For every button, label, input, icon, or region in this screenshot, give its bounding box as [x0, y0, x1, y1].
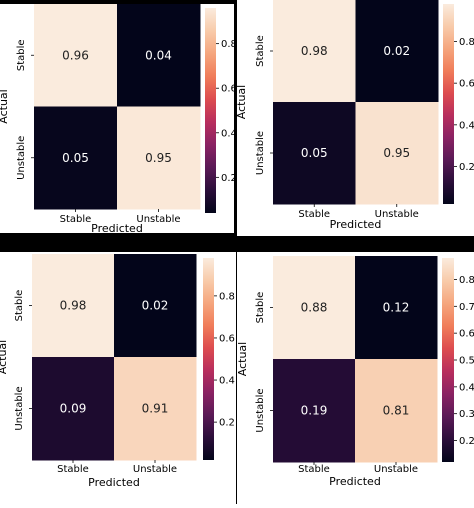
y-tick-label: Unstable	[255, 131, 266, 175]
x-tick-label: Unstable	[375, 209, 419, 220]
heatmap-cell-r1-c0	[273, 359, 356, 463]
x-tick-label: Stable	[298, 464, 330, 475]
colorbar-tick-label: 0.6	[221, 84, 237, 95]
left-panel-bottom-edge	[0, 233, 237, 236]
bottom-vertical-divider	[236, 252, 237, 504]
cell-value-label: 0.05	[62, 151, 89, 165]
cell-value-label: 0.02	[142, 299, 169, 313]
cell-value-label: 0.12	[383, 301, 410, 315]
colorbar-tick-label: 0.4	[459, 382, 474, 393]
heatmap-panel-4: 0.88 0.12 0.19 0.81 Stable Unstable Stable Unst…	[236, 256, 474, 488]
heatmap-cell-r1-c0	[273, 102, 356, 205]
colorbar-tick-label: 0.8	[459, 37, 474, 48]
y-tick-label: Unstable	[16, 136, 27, 180]
top-divider-bar	[0, 0, 236, 4]
x-tick-label: Unstable	[136, 214, 180, 225]
colorbar	[205, 8, 216, 213]
colorbar-tick-label: 0.2	[219, 418, 235, 429]
x-tick-label: Unstable	[374, 464, 418, 475]
x-axis-label: Predicted	[330, 218, 382, 231]
colorbar-tick-label: 0.6	[459, 79, 474, 90]
colorbar-tick-label: 0.2	[459, 162, 474, 173]
colorbar-tick-label: 0.7	[459, 302, 474, 313]
y-tick-label: Unstable	[255, 388, 266, 432]
y-axis-label: Actual	[236, 342, 249, 376]
colorbar-tick-label: 0.2	[459, 436, 474, 447]
colorbar-tick-label: 0.8	[221, 39, 237, 50]
colorbar	[442, 258, 454, 462]
cell-value-label: 0.04	[145, 48, 172, 62]
cell-value-label: 0.98	[301, 44, 328, 58]
heatmap-cell-r1-c1	[114, 357, 197, 461]
colorbar-tick-label: 0.6	[219, 333, 235, 344]
cell-value-label: 0.96	[62, 48, 89, 62]
y-tick-label: Stable	[16, 39, 27, 71]
cell-value-label: 0.19	[301, 404, 328, 418]
heatmap-cell-r1-c1	[355, 102, 439, 205]
heatmap-cell-r0-c0	[32, 254, 115, 358]
heatmap-cell-r1-c0	[32, 357, 115, 461]
cell-value-label: 0.81	[383, 404, 410, 418]
heatmap-cell-r0-c0	[273, 256, 356, 360]
y-tick-label: Stable	[255, 292, 266, 324]
cell-value-label: 0.05	[301, 146, 328, 160]
left-panel-right-edge	[234, 0, 237, 236]
cell-value-label: 0.09	[60, 402, 87, 416]
heatmap-panel-1: 0.96 0.04 0.05 0.95 Stable Unstable Stable Unst…	[0, 4, 237, 235]
colorbar-tick-label: 0.4	[221, 128, 237, 139]
cell-value-label: 0.95	[383, 146, 410, 160]
heatmap-cell-r1-c0	[34, 106, 118, 210]
y-axis-label: Actual	[0, 340, 9, 374]
cell-value-label: 0.98	[60, 299, 87, 313]
x-tick-label: Stable	[298, 209, 330, 220]
colorbar	[443, 4, 454, 204]
heatmap-cell-r0-c0	[273, 0, 356, 103]
middle-divider-band	[0, 236, 474, 252]
heatmap-cell-r0-c1	[114, 254, 197, 358]
y-tick-label: Stable	[14, 290, 25, 322]
heatmap-cell-r0-c1	[117, 4, 201, 107]
colorbar-tick-label: 0.4	[219, 376, 235, 387]
heatmap-cell-r0-c1	[355, 0, 439, 103]
cell-value-label: 0.91	[142, 402, 169, 416]
y-tick-label: Unstable	[14, 386, 25, 430]
heatmap-panel-2: 0.98 0.02 0.05 0.95 Stable Unstable Stable Unst…	[235, 0, 474, 231]
colorbar-tick-label: 0.6	[459, 329, 474, 340]
colorbar-tick-label: 0.4	[459, 120, 474, 131]
y-tick-label: Stable	[255, 35, 266, 67]
heatmap-cell-r0-c1	[355, 256, 438, 360]
x-axis-label: Predicted	[329, 475, 381, 488]
x-axis-label: Predicted	[88, 476, 140, 489]
cell-value-label: 0.88	[301, 301, 328, 315]
cell-value-label: 0.95	[145, 151, 172, 165]
colorbar-tick-label: 0.3	[459, 409, 474, 420]
x-tick-label: Unstable	[133, 464, 177, 475]
x-tick-label: Stable	[57, 464, 89, 475]
colorbar-tick-label: 0.8	[459, 275, 474, 286]
x-tick-label: Stable	[60, 214, 92, 225]
heatmap-cell-r1-c1	[117, 106, 201, 210]
y-axis-label: Actual	[235, 85, 248, 119]
x-axis-label: Predicted	[91, 222, 143, 235]
colorbar-tick-label: 0.5	[459, 356, 474, 367]
heatmap-cell-r0-c0	[34, 4, 118, 107]
heatmap-panel-3: 0.98 0.02 0.09 0.91 Stable Unstable Stable Unst…	[0, 254, 235, 489]
y-axis-label: Actual	[0, 89, 10, 123]
cell-value-label: 0.02	[383, 44, 410, 58]
colorbar-tick-label: 0.2	[221, 173, 237, 184]
colorbar-tick-label: 0.8	[219, 291, 235, 302]
colorbar	[203, 258, 214, 460]
heatmap-cell-r1-c1	[355, 359, 438, 463]
